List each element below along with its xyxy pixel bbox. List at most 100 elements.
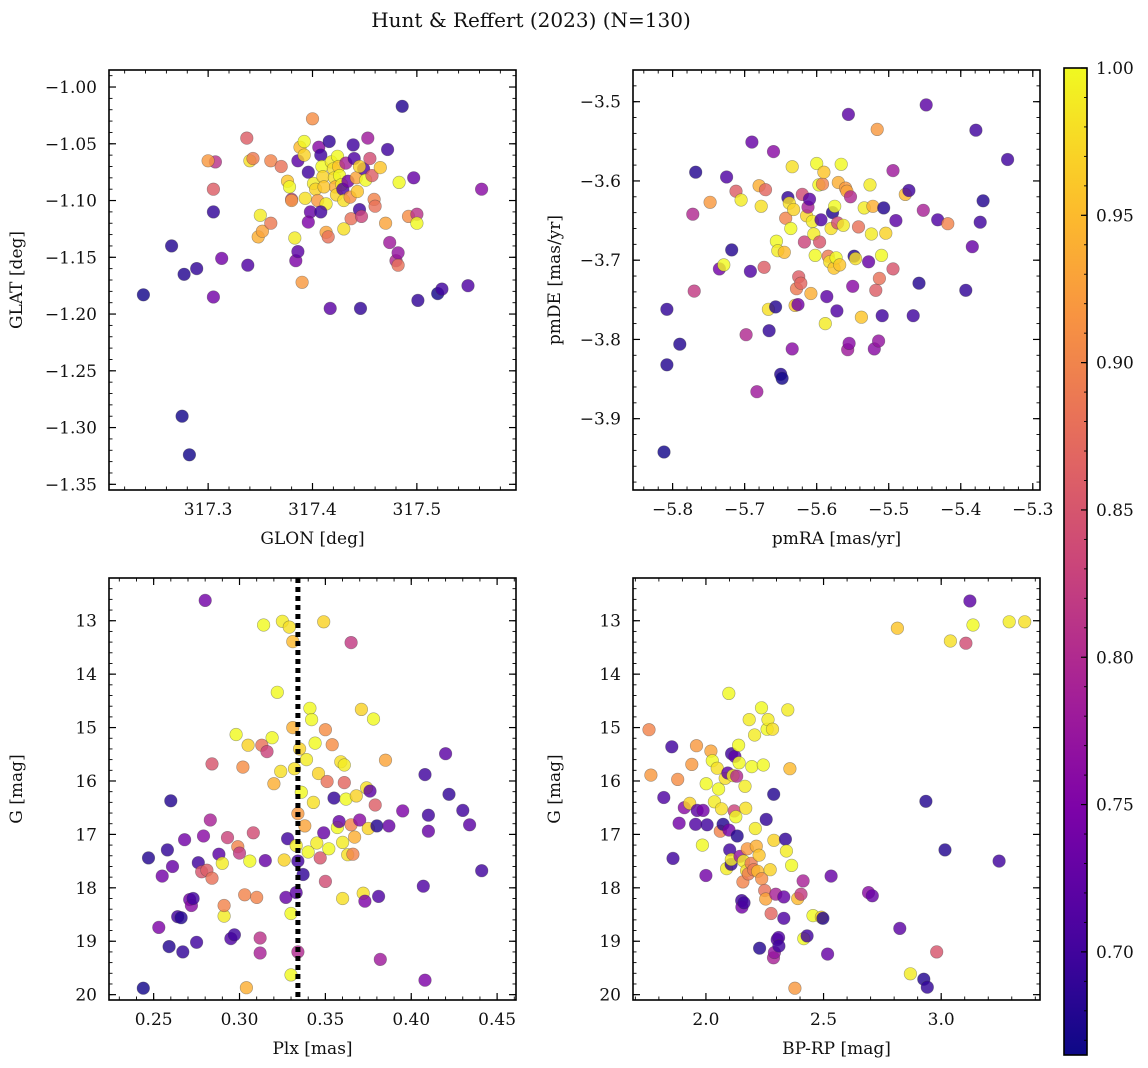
data-point bbox=[729, 810, 743, 824]
y-tick-label: −3.8 bbox=[580, 330, 621, 350]
data-point bbox=[660, 358, 674, 372]
data-point bbox=[155, 869, 169, 883]
data-point bbox=[836, 218, 850, 232]
data-point bbox=[435, 282, 449, 296]
data-point bbox=[739, 328, 753, 342]
data-point bbox=[206, 290, 220, 304]
data-point bbox=[182, 448, 196, 462]
data-point bbox=[317, 615, 331, 629]
data-point bbox=[201, 154, 215, 168]
data-point bbox=[382, 819, 396, 833]
colorbar-tick-label: 0.70 bbox=[1096, 943, 1134, 963]
data-point bbox=[354, 209, 369, 223]
data-point bbox=[361, 131, 375, 145]
data-point bbox=[368, 199, 382, 213]
data-point bbox=[714, 802, 729, 816]
data-point bbox=[802, 192, 817, 206]
data-point bbox=[232, 846, 247, 860]
data-point bbox=[686, 207, 700, 221]
data-point bbox=[257, 618, 271, 632]
x-tick-label: 317.5 bbox=[393, 500, 442, 520]
data-point bbox=[317, 180, 331, 194]
x-tick-label: 317.4 bbox=[288, 500, 337, 520]
data-point bbox=[762, 324, 776, 338]
data-point bbox=[875, 309, 889, 323]
data-point bbox=[765, 722, 780, 736]
data-point bbox=[337, 758, 351, 772]
data-point bbox=[886, 262, 900, 276]
data-point bbox=[264, 216, 278, 230]
data-point bbox=[322, 134, 336, 149]
data-point bbox=[178, 833, 192, 847]
y-axis-label: G [mag] bbox=[7, 754, 27, 823]
data-point bbox=[205, 757, 219, 771]
data-point bbox=[833, 258, 847, 272]
data-point bbox=[696, 803, 710, 818]
data-point bbox=[379, 216, 393, 230]
data-point bbox=[830, 304, 844, 318]
data-point bbox=[864, 227, 879, 241]
y-tick-label: 18 bbox=[75, 879, 97, 899]
data-point bbox=[973, 215, 987, 229]
data-point bbox=[165, 239, 179, 253]
y-tick-label: −1.05 bbox=[45, 135, 97, 155]
data-point bbox=[804, 286, 818, 301]
data-point bbox=[190, 935, 204, 949]
figure-title: Hunt & Reffert (2023) (N=130) bbox=[371, 8, 691, 32]
data-point bbox=[731, 738, 746, 752]
data-point bbox=[313, 851, 327, 865]
data-point bbox=[442, 787, 456, 801]
x-tick-label: −5.4 bbox=[940, 500, 981, 520]
x-axis-label: Plx [mas] bbox=[272, 1039, 352, 1059]
data-point bbox=[687, 284, 701, 298]
data-point bbox=[872, 271, 887, 286]
data-point bbox=[206, 182, 220, 196]
colorbar-tick-label: 0.80 bbox=[1096, 648, 1134, 668]
data-point bbox=[757, 260, 771, 274]
data-point bbox=[396, 804, 410, 818]
data-point bbox=[689, 165, 703, 179]
data-point bbox=[767, 787, 781, 801]
data-point bbox=[820, 947, 835, 961]
data-point bbox=[877, 201, 891, 215]
data-point bbox=[863, 178, 877, 192]
x-tick-label: 0.35 bbox=[306, 1010, 344, 1030]
data-point bbox=[783, 762, 797, 776]
y-tick-label: −1.25 bbox=[45, 362, 97, 382]
data-point bbox=[732, 756, 746, 770]
data-point bbox=[215, 856, 229, 870]
axes-frame bbox=[632, 577, 1041, 1001]
data-point bbox=[411, 293, 425, 308]
data-point bbox=[282, 620, 296, 634]
data-point bbox=[1018, 615, 1032, 629]
points-pm bbox=[657, 98, 1015, 459]
data-point bbox=[734, 193, 748, 207]
data-point bbox=[136, 288, 150, 302]
data-point bbox=[870, 122, 884, 136]
x-tick-label: −5.7 bbox=[724, 500, 765, 520]
data-point bbox=[301, 165, 315, 179]
data-point bbox=[303, 701, 317, 715]
data-point bbox=[346, 138, 360, 152]
data-point bbox=[373, 161, 387, 175]
data-point bbox=[421, 824, 436, 838]
data-point bbox=[812, 235, 827, 249]
data-point bbox=[784, 858, 799, 873]
y-tick-label: 17 bbox=[75, 825, 97, 845]
y-tick-label: 13 bbox=[599, 612, 621, 632]
data-point bbox=[136, 981, 150, 995]
data-point bbox=[206, 205, 220, 219]
data-point bbox=[270, 685, 284, 699]
data-point bbox=[738, 779, 752, 793]
y-tick-label: −1.35 bbox=[45, 475, 97, 495]
data-point bbox=[689, 739, 704, 753]
data-point bbox=[308, 736, 322, 750]
data-point bbox=[203, 813, 217, 827]
data-point bbox=[851, 220, 866, 234]
data-point bbox=[267, 777, 281, 791]
panel-cmd: 2.0 2.5 3.0 13 14 15 16 17 18 19 20 BP-RP [mag] G [m… bbox=[545, 577, 1041, 1059]
data-point bbox=[719, 170, 734, 184]
data-point bbox=[291, 245, 305, 259]
data-point bbox=[475, 864, 489, 878]
data-point bbox=[750, 385, 764, 399]
